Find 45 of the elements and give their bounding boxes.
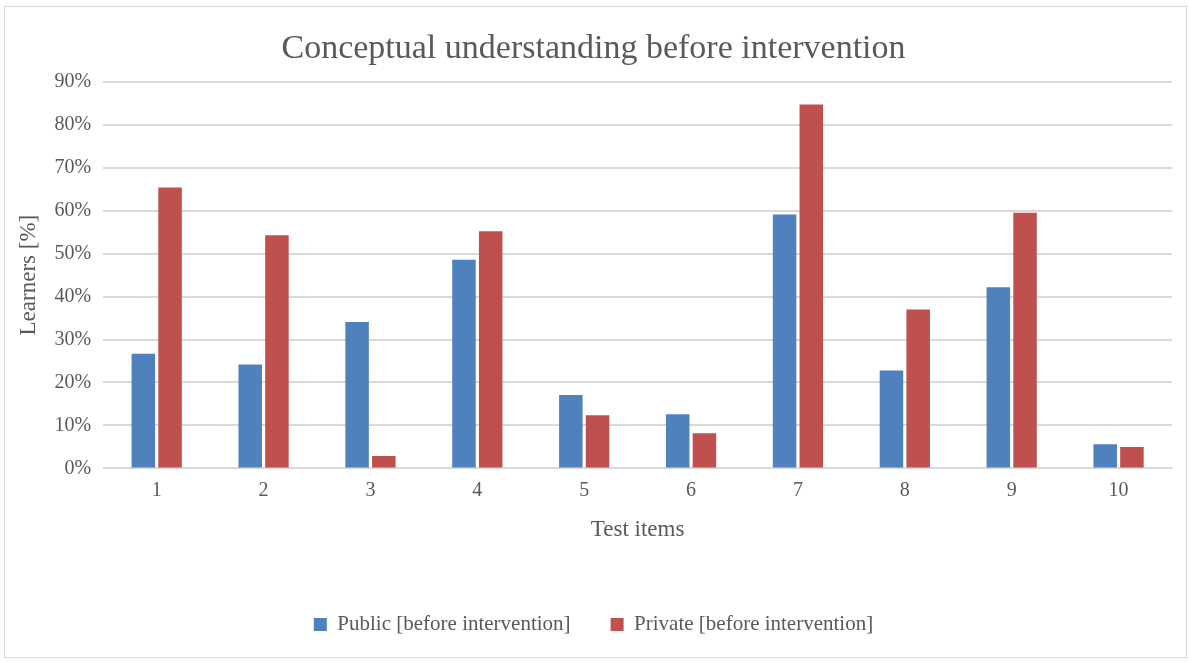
- bar: [452, 259, 476, 468]
- bar: [585, 415, 610, 468]
- bar: [1120, 446, 1144, 468]
- y-axis-title: Learners [%]: [14, 214, 40, 336]
- x-tick-label: 8: [899, 477, 910, 500]
- bar: [345, 321, 369, 468]
- y-tick-label: 30%: [54, 326, 92, 349]
- bar: [158, 187, 182, 468]
- bar: [478, 231, 503, 468]
- y-tick-label: 0%: [64, 455, 92, 478]
- x-tick-label: 9: [1006, 477, 1017, 500]
- bar: [131, 353, 156, 468]
- bar: [265, 235, 289, 468]
- x-axis-title: Test items: [590, 516, 685, 542]
- y-tick-label: 90%: [54, 69, 92, 92]
- y-tick-label: 10%: [54, 412, 92, 435]
- bar: [879, 370, 904, 468]
- bar: [906, 309, 930, 468]
- bar: [1093, 444, 1117, 468]
- bar: [238, 364, 262, 468]
- y-tick-label: 60%: [54, 197, 92, 220]
- y-tick-label: 20%: [54, 369, 92, 392]
- x-tick-label: 1: [151, 477, 162, 500]
- y-tick-label: 40%: [54, 283, 92, 306]
- bar: [692, 433, 717, 468]
- y-tick-label: 70%: [54, 154, 92, 177]
- x-tick-label: 5: [579, 477, 590, 500]
- bar: [665, 414, 690, 468]
- bar: [986, 287, 1011, 468]
- bar: [372, 455, 396, 468]
- bar: [772, 214, 797, 468]
- x-tick-label: 7: [792, 477, 803, 500]
- legend-label: Public [before intervention]: [337, 611, 571, 636]
- x-tick-label: 6: [686, 477, 697, 500]
- bar: [799, 104, 824, 468]
- x-tick-label: 2: [258, 477, 269, 500]
- x-tick-label: 3: [365, 477, 376, 500]
- legend-label: Private [before intervention]: [634, 611, 874, 636]
- bar: [559, 394, 583, 468]
- y-tick-label: 50%: [54, 240, 92, 263]
- x-tick-label: 10: [1108, 477, 1129, 500]
- bar: [1013, 212, 1037, 468]
- x-tick-label: 4: [472, 477, 483, 500]
- y-tick-label: 80%: [54, 112, 92, 135]
- chart-title: Conceptual understanding before intervention: [281, 28, 906, 66]
